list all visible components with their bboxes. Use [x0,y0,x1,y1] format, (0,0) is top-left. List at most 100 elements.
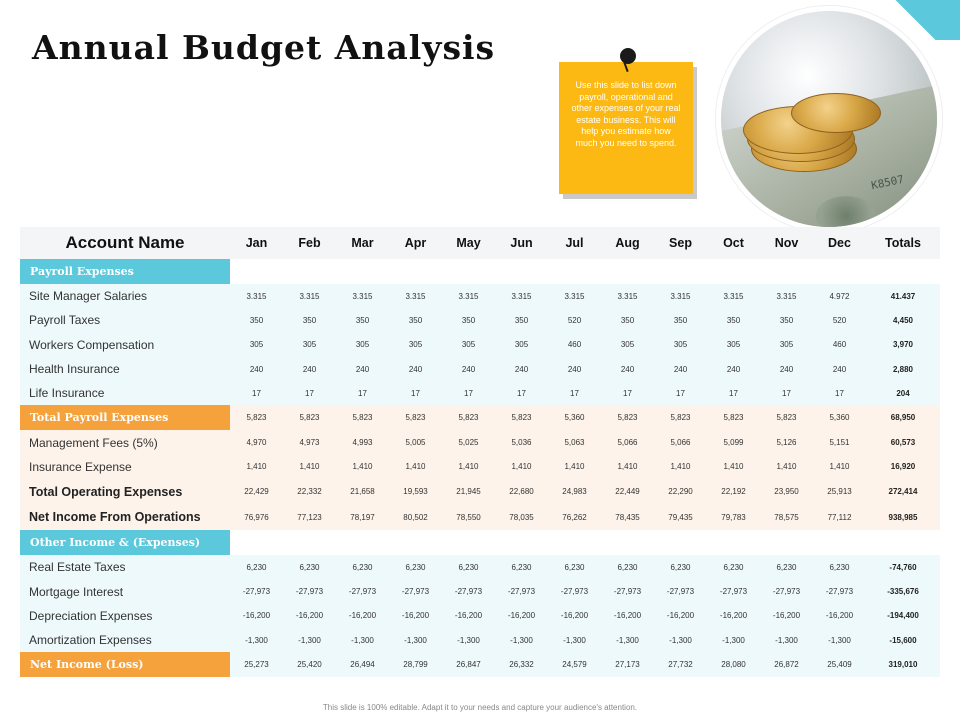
month-value-cell: 305 [442,332,495,357]
row-total-cell: 938,985 [866,504,940,531]
row-total-cell: 68,950 [866,405,940,431]
row-label: Payroll Taxes [20,308,230,333]
month-value-cell: 78,575 [760,504,813,531]
coin-shape [791,93,881,133]
month-header: Jan [230,227,283,259]
month-value-cell: 240 [230,356,283,382]
month-value-cell: 78,550 [442,504,495,531]
month-value-cell: 6,230 [601,555,654,580]
month-value-cell: 305 [601,332,654,357]
month-value-cell: 5,823 [601,405,654,431]
month-value-cell: 350 [389,308,442,333]
month-value-cell: -27,973 [230,579,283,604]
month-value-cell: 1,410 [283,454,336,480]
month-value-cell: -1,300 [760,627,813,653]
month-value-cell: 26,494 [336,652,389,678]
month-value-cell: 5,099 [707,430,760,455]
row-total-cell: 204 [866,381,940,406]
month-value-cell: -16,200 [654,603,707,628]
month-value-cell: 305 [654,332,707,357]
month-value-cell: -1,300 [707,627,760,653]
month-value-cell: -16,200 [442,603,495,628]
row-total-cell: 16,920 [866,454,940,480]
row-total-cell: 41.437 [866,284,940,309]
table-row: Workers Compensation 305 305 305 305 305 305 46… [20,332,940,357]
month-value-cell: 5,360 [813,405,866,431]
month-value-cell: 25,420 [283,652,336,678]
month-value-cell: 240 [654,356,707,382]
month-value-cell: 350 [283,308,336,333]
month-value-cell: 350 [442,308,495,333]
month-value-cell: 240 [548,356,601,382]
month-value-cell: 350 [601,308,654,333]
month-value-cell: 28,799 [389,652,442,678]
month-value-cell: -1,300 [548,627,601,653]
month-value-cell: 305 [389,332,442,357]
row-label: Total Operating Expenses [20,479,230,505]
month-value-cell: 1,410 [495,454,548,480]
month-header: May [442,227,495,259]
month-header: Apr [389,227,442,259]
month-value-cell: -1,300 [336,627,389,653]
row-label: Total Payroll Expenses [20,405,230,431]
month-value-cell: 4,993 [336,430,389,455]
row-label: Life Insurance [20,381,230,406]
month-value-cell: 6,230 [442,555,495,580]
month-value-cell: -27,973 [707,579,760,604]
month-value-cell: -27,973 [813,579,866,604]
section-spacer [230,259,940,284]
month-value-cell: 1,410 [654,454,707,480]
footer-note: This slide is 100% editable. Adapt it to… [322,703,638,712]
month-value-cell: 3.315 [389,284,442,309]
table-row: Depreciation Expenses -16,200 -16,200 -16,2… [20,603,940,628]
month-header: Sep [654,227,707,259]
month-value-cell: 5,036 [495,430,548,455]
month-value-cell: -27,973 [654,579,707,604]
row-label: Mortgage Interest [20,579,230,604]
month-value-cell: 6,230 [336,555,389,580]
month-value-cell: 305 [336,332,389,357]
month-value-cell: -1,300 [813,627,866,653]
table-row: Real Estate Taxes 6,230 6,230 6,230 6,230 6,2… [20,555,940,580]
month-value-cell: 6,230 [495,555,548,580]
table-row: Insurance Expense 1,410 1,410 1,410 1,410 1,4… [20,454,940,480]
month-value-cell: 17 [336,381,389,406]
month-value-cell: 24,579 [548,652,601,678]
month-value-cell: 1,410 [760,454,813,480]
bill-seal-shape [816,196,876,227]
month-value-cell: 1,410 [813,454,866,480]
month-value-cell: 240 [495,356,548,382]
month-value-cell: 1,410 [707,454,760,480]
month-value-cell: 17 [230,381,283,406]
table-header-row: Account Name Jan Feb Mar Apr May Jun Jul… [20,227,940,259]
month-value-cell: 25,409 [813,652,866,678]
row-label: Workers Compensation [20,332,230,357]
month-value-cell: 27,732 [654,652,707,678]
row-total-cell: 319,010 [866,652,940,678]
month-value-cell: -1,300 [654,627,707,653]
month-value-cell: -27,973 [283,579,336,604]
month-value-cell: 3.315 [654,284,707,309]
month-value-cell: 5,126 [760,430,813,455]
month-value-cell: 460 [548,332,601,357]
month-value-cell: 77,123 [283,504,336,531]
total-row: Net Income From Operations 76,976 77,123 78… [20,504,940,531]
month-value-cell: 3.315 [760,284,813,309]
month-value-cell: -1,300 [601,627,654,653]
month-value-cell: 240 [442,356,495,382]
row-label: Real Estate Taxes [20,555,230,580]
month-value-cell: 76,262 [548,504,601,531]
row-total-cell: 272,414 [866,479,940,505]
month-value-cell: 26,872 [760,652,813,678]
month-value-cell: 4.972 [813,284,866,309]
table-row: Amortization Expenses -1,300 -1,300 -1,300-… [20,627,940,653]
sticky-note: Use this slide to list down payroll, ope… [559,62,693,194]
month-value-cell: 17 [760,381,813,406]
month-value-cell: 520 [813,308,866,333]
month-value-cell: 6,230 [283,555,336,580]
row-label: Amortization Expenses [20,627,230,653]
month-value-cell: 17 [654,381,707,406]
month-value-cell: -1,300 [230,627,283,653]
month-value-cell: 5,066 [654,430,707,455]
month-value-cell: 5,823 [707,405,760,431]
